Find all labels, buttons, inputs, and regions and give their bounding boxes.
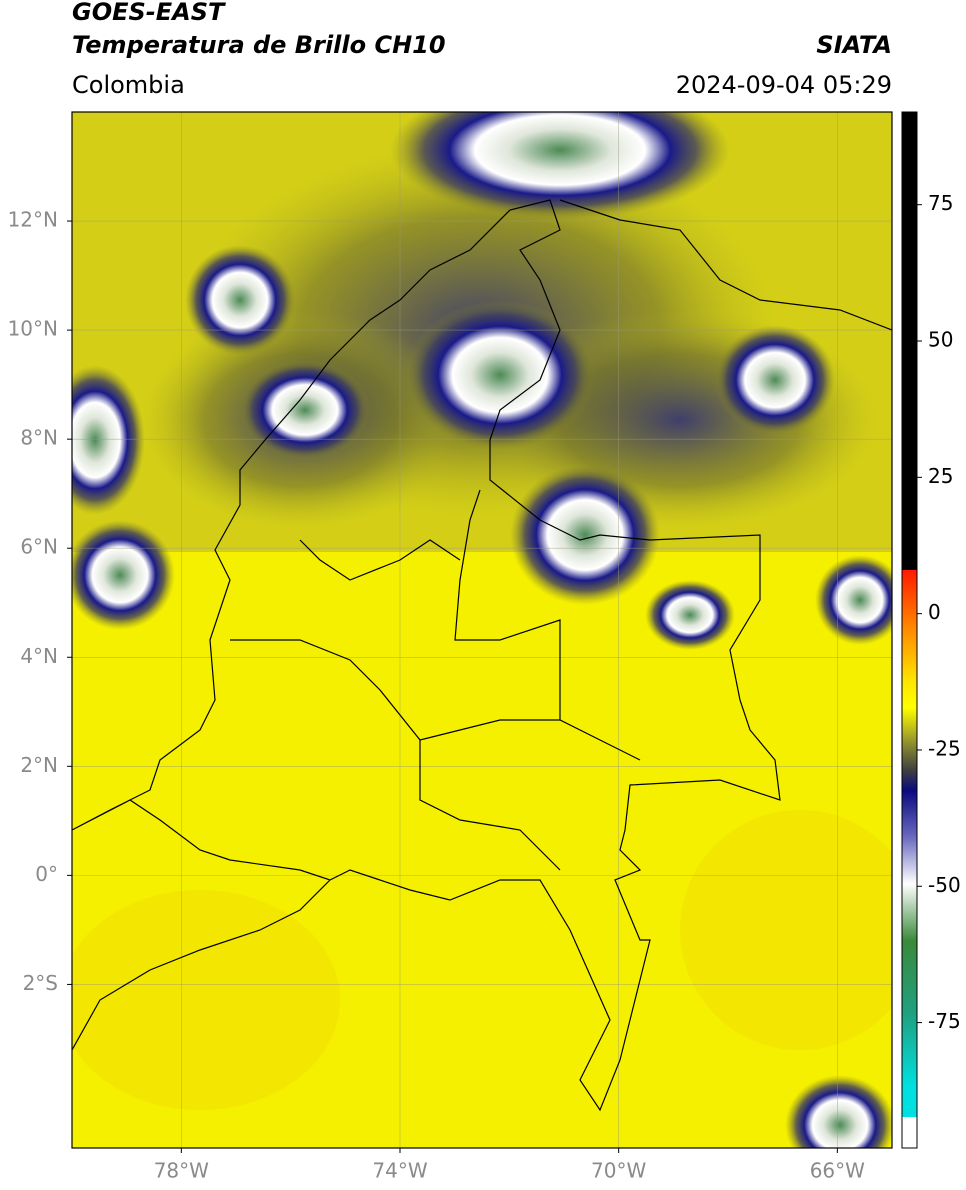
cloud [645, 580, 735, 650]
colorbar-tick-label: -75 [928, 1009, 961, 1033]
warm-area [72, 890, 340, 1110]
colorbar-tick-label: 50 [928, 328, 953, 352]
colorbar-tick-label: 25 [928, 464, 953, 488]
map-frame [71, 111, 893, 1149]
warm-area [680, 810, 892, 1050]
colorbar-tick-label: -25 [928, 736, 961, 760]
product: Temperatura de Brillo CH10 [72, 31, 446, 59]
colorbar-tick-label: 75 [928, 191, 953, 215]
lat-tick-label: 12°N [8, 208, 58, 232]
cloud [510, 465, 660, 605]
colorbar-tick-label: -50 [928, 873, 961, 897]
lon-tick-label: 66°W [810, 1159, 865, 1183]
lat-tick-label: 0° [35, 862, 58, 886]
source: SIATA [816, 31, 892, 59]
lat-tick-label: 6°N [20, 535, 58, 559]
lat-tick-label: 10°N [8, 317, 58, 341]
colorbar [901, 111, 918, 1149]
datetime: 2024-09-04 05:29 [676, 71, 892, 99]
country-border [72, 199, 781, 1112]
cloud [240, 360, 370, 460]
lon-tick-label: 78°W [154, 1159, 209, 1183]
lat-tick-label: 4°N [20, 644, 58, 668]
cloud [715, 325, 835, 435]
lon-tick-label: 74°W [372, 1159, 427, 1183]
lat-tick-label: 8°N [20, 426, 58, 450]
department-border [72, 489, 641, 1051]
cloud [72, 365, 145, 515]
cloud [72, 520, 175, 630]
lat-tick-label: 2°N [20, 753, 58, 777]
cloud [785, 1075, 892, 1148]
graticule [72, 112, 892, 1148]
region: Colombia [72, 71, 185, 99]
lat-tick-label: 2°S [23, 971, 58, 995]
map-imagery [72, 112, 892, 1148]
satellite: GOES-EAST [72, 0, 226, 26]
colorbar-tick-label: 0 [928, 600, 941, 624]
cloud [405, 300, 595, 450]
cloud [185, 245, 295, 355]
cloud [815, 555, 892, 645]
coastline [559, 199, 892, 331]
cloud [390, 112, 730, 220]
lon-tick-label: 70°W [591, 1159, 646, 1183]
